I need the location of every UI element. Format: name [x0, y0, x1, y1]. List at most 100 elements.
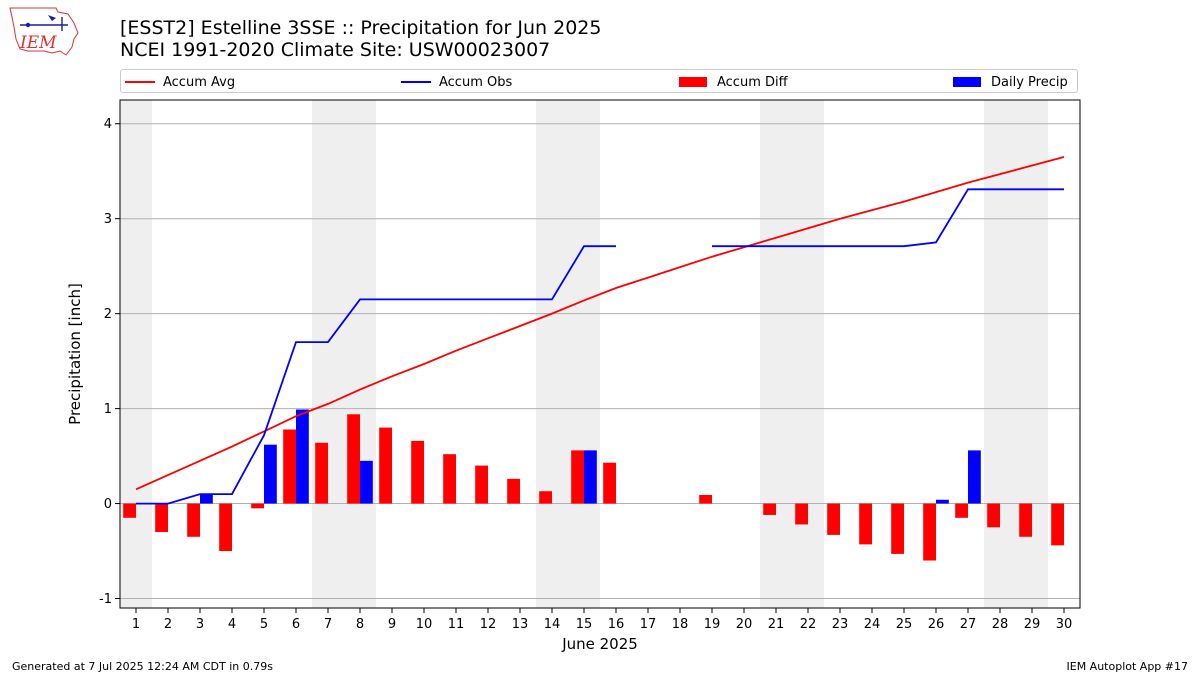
chart-legend: Accum Avg Accum Obs Accum Diff Daily Pre…	[120, 69, 1078, 93]
legend-swatch-daily-precip	[953, 77, 981, 87]
x-tick-label-21: 21	[768, 617, 785, 632]
line-accum-obs-seg-1	[712, 188, 1064, 248]
weekend-band-3	[760, 100, 824, 608]
x-tick-label-15: 15	[576, 617, 593, 632]
bar-daily-precip-day-5	[264, 444, 277, 504]
y-tick-label-4: 4	[104, 117, 112, 132]
bar-daily-precip-day-8	[360, 460, 373, 504]
bar-accum-diff-day-16	[603, 462, 616, 504]
legend-swatch-accum-obs	[401, 81, 431, 83]
bar-accum-diff-day-10	[411, 440, 424, 504]
y-axis-label: Precipitation [inch]	[66, 283, 84, 425]
line-accum-obs-seg-0	[136, 245, 616, 505]
x-tick-label-16: 16	[608, 617, 625, 632]
x-tick-label-17: 17	[640, 617, 657, 632]
x-tick-label-3: 3	[196, 617, 204, 632]
weekend-shading	[120, 100, 1048, 608]
bar-accum-diff-day-4	[219, 503, 232, 552]
iem-logo: IEM	[9, 7, 79, 56]
x-tick-label-8: 8	[356, 617, 364, 632]
footer-generated: Generated at 7 Jul 2025 12:24 AM CDT in …	[12, 660, 273, 673]
grid-lines	[120, 123, 1080, 600]
bar-accum-diff-day-2	[155, 503, 168, 533]
legend-swatch-accum-avg	[125, 81, 155, 83]
bar-daily-precip-day-15	[584, 450, 597, 504]
chart-title: [ESST2] Estelline 3SSE :: Precipitation …	[120, 17, 602, 39]
bar-accum-diff-day-22	[795, 503, 808, 525]
bar-accum-diff-day-26	[923, 503, 936, 561]
x-tick-label-7: 7	[324, 617, 332, 632]
x-tick-label-26: 26	[928, 617, 945, 632]
x-tick-label-18: 18	[672, 617, 689, 632]
x-axis-label: June 2025	[561, 635, 638, 653]
x-tick-label-23: 23	[832, 617, 849, 632]
bar-daily-precip-day-27	[968, 450, 981, 504]
weekend-band-0	[120, 100, 152, 608]
x-tick-label-12: 12	[480, 617, 497, 632]
bar-accum-diff-day-30	[1051, 503, 1064, 546]
weekend-band-4	[984, 100, 1048, 608]
bar-accum-diff-day-19	[699, 495, 712, 504]
legend-label-accum-avg: Accum Avg	[163, 74, 236, 90]
legend-item-accum-obs: Accum Obs	[401, 73, 512, 91]
legend-label-accum-obs: Accum Obs	[439, 74, 513, 90]
bar-accum-diff-day-27	[955, 503, 968, 518]
x-tick-label-11: 11	[448, 617, 465, 632]
x-tick-label-19: 19	[704, 617, 721, 632]
bar-accum-diff-day-5	[251, 503, 264, 509]
legend-label-accum-diff: Accum Diff	[717, 74, 788, 90]
legend-item-daily-precip: Daily Precip	[953, 73, 1068, 91]
x-tick-label-20: 20	[736, 617, 753, 632]
bar-accum-diff-day-15	[571, 450, 584, 504]
x-tick-label-10: 10	[416, 617, 433, 632]
x-tick-label-6: 6	[292, 617, 300, 632]
bar-accum-diff-day-6	[283, 429, 296, 504]
bar-accum-diff-day-23	[827, 503, 840, 535]
bar-daily-precip-day-6	[296, 409, 309, 504]
legend-label-daily-precip: Daily Precip	[991, 74, 1068, 90]
legend-item-accum-avg: Accum Avg	[125, 73, 235, 91]
x-tick-label-13: 13	[512, 617, 529, 632]
bar-daily-precip-day-26	[936, 499, 949, 504]
y-tick-label-2: 2	[104, 307, 112, 322]
chart-subtitle: NCEI 1991-2020 Climate Site: USW00023007	[120, 39, 551, 61]
bar-accum-diff-day-3	[187, 503, 200, 537]
x-tick-label-24: 24	[864, 617, 881, 632]
bar-daily-precip-day-3	[200, 494, 213, 504]
x-tick-label-1: 1	[132, 617, 140, 632]
x-tick-label-22: 22	[800, 617, 817, 632]
x-tick-label-14: 14	[544, 617, 561, 632]
x-tick-label-25: 25	[896, 617, 913, 632]
x-tick-label-5: 5	[260, 617, 268, 632]
y-tick-label-3: 3	[104, 212, 112, 227]
x-tick-label-30: 30	[1056, 617, 1073, 632]
bar-accum-diff-day-11	[443, 454, 456, 504]
line-accum-avg-seg-0	[135, 156, 1065, 491]
y-tick-label-0: 0	[104, 497, 112, 512]
bar-accum-diff-day-1	[123, 503, 136, 518]
bar-accum-diff-day-9	[379, 427, 392, 504]
bar-accum-diff-day-14	[539, 491, 552, 504]
svg-text:IEM: IEM	[19, 33, 57, 53]
bar-accum-diff-day-8	[347, 414, 360, 504]
legend-swatch-accum-diff	[679, 77, 707, 87]
bar-accum-diff-day-7	[315, 442, 328, 504]
series-lines	[135, 156, 1065, 505]
x-tick-label-27: 27	[960, 617, 977, 632]
x-tick-label-4: 4	[228, 617, 236, 632]
legend-item-accum-diff: Accum Diff	[679, 73, 788, 91]
bar-accum-diff-day-21	[763, 503, 776, 515]
bar-accum-diff-day-24	[859, 503, 872, 545]
weekend-band-2	[536, 100, 600, 608]
weekend-band-1	[312, 100, 376, 608]
footer-app-id: IEM Autoplot App #17	[1066, 660, 1189, 673]
bars	[123, 409, 1064, 561]
bar-accum-diff-day-29	[1019, 503, 1032, 537]
bar-accum-diff-day-13	[507, 478, 520, 504]
bar-accum-diff-day-12	[475, 465, 488, 504]
bar-accum-diff-day-25	[891, 503, 904, 554]
plot-frame	[119, 99, 1081, 609]
y-tick-label--1: -1	[99, 592, 112, 607]
